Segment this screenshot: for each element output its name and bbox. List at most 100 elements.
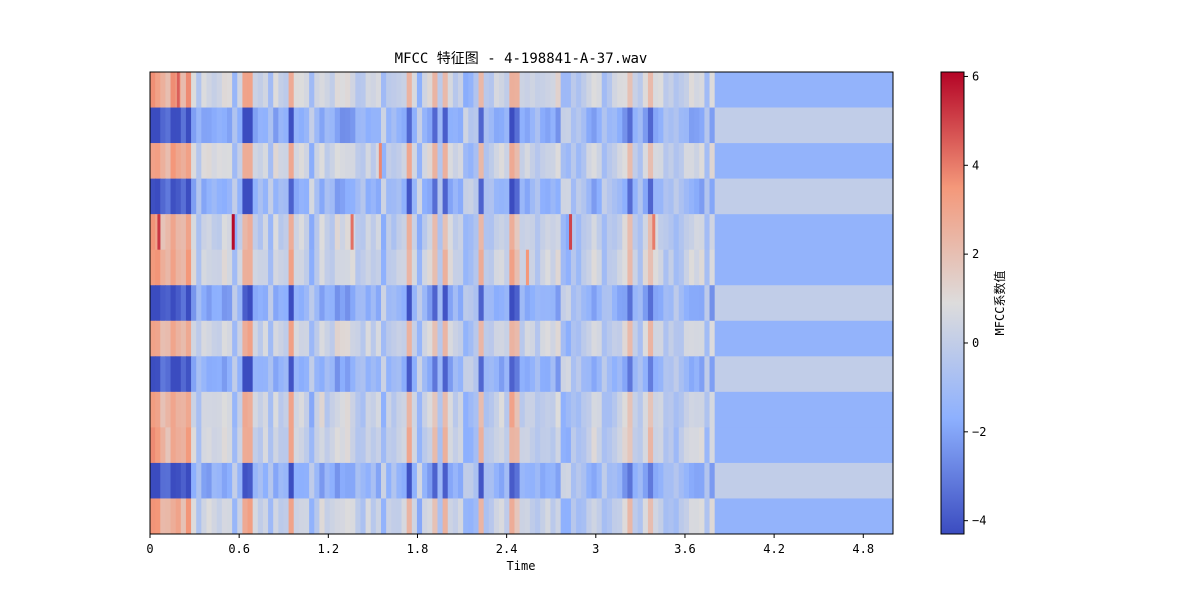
heatmap-cell [504,462,510,499]
heatmap-cell [647,320,654,357]
heatmap-cell [221,356,228,393]
heatmap-cell [606,107,613,144]
heatmap-cell [319,107,326,144]
heatmap-cell [191,214,197,250]
heatmap-cell [206,214,213,250]
heatmap-cell [493,214,500,250]
heatmap-cell [257,356,264,393]
heatmap-cell [206,285,213,322]
heatmap-cell [473,498,480,535]
heatmap-cell [191,320,197,357]
heatmap-cell [345,214,351,250]
heatmap-cell [242,249,249,286]
heatmap-cell [653,143,659,179]
heatmap-cell [540,214,546,250]
heatmap-cell [319,178,326,215]
heatmap-cell [576,214,582,250]
heatmap-cell [175,107,182,144]
hot-event-mark [652,214,656,250]
heatmap-cell [694,391,700,428]
heatmap-cell [550,391,557,428]
heatmap-cell [406,214,413,250]
heatmap-cell [416,427,423,464]
heatmap-cell [304,72,310,108]
heatmap-cell [581,498,587,535]
heatmap-cell [540,107,546,144]
heatmap-cell [514,462,521,499]
heatmap-cell [699,72,706,108]
heatmap-cell [247,143,254,179]
heatmap-cell [185,143,192,179]
heatmap-cell [647,498,654,535]
heatmap-cell [227,143,233,179]
heatmap-cell [427,391,433,428]
heatmap-cell [396,72,403,108]
heatmap-cell [545,462,552,499]
heatmap-cell [668,498,675,535]
heatmap-cell [196,320,202,357]
heatmap-cell [709,214,716,250]
heatmap-cell [596,427,603,464]
heatmap-cell [375,285,382,322]
heatmap-cell [678,391,685,428]
heatmap-cell [252,72,259,108]
heatmap-cell [427,285,433,322]
heatmap-cell [227,427,233,464]
heatmap-cell [273,356,279,393]
heatmap-cell [704,107,711,144]
heatmap-cell [581,391,587,428]
heatmap-cell [499,214,505,250]
heatmap-cell [514,356,521,393]
heatmap-cell [221,178,228,215]
heatmap-cell [257,320,264,357]
heatmap-cell [442,249,449,286]
heatmap-cell [570,143,577,179]
heatmap-cell [699,462,706,499]
heatmap-cell [550,143,557,179]
heatmap-cell [227,107,233,144]
heatmap-cell [478,391,485,428]
heatmap-cell [452,214,459,250]
heatmap-cell [514,498,521,535]
heatmap-cell [150,143,156,179]
heatmap-cell [160,285,167,322]
heatmap-cell [519,143,526,179]
heatmap-cell [678,214,685,250]
heatmap-cell [463,462,469,499]
heatmap-cell [699,498,706,535]
heatmap-cell [689,391,695,428]
heatmap-cell [201,143,208,179]
heatmap-cell [314,427,321,464]
heatmap-cell [709,391,716,428]
heatmap-cell [150,107,156,144]
heatmap-cell [242,356,249,393]
heatmap-cell [175,178,182,215]
heatmap-cell [447,462,454,499]
heatmap-cell [273,285,279,322]
heatmap-cell [535,427,541,464]
heatmap-cell [411,178,418,215]
heatmap-cell [468,178,475,215]
heatmap-cell [555,498,562,535]
heatmap-cell [452,320,459,357]
heatmap-cell [391,285,398,322]
heatmap-cell [535,391,541,428]
heatmap-cell [345,72,351,108]
heatmap-cell [319,320,326,357]
heatmap-cell [689,249,695,286]
heatmap-cell [524,498,531,535]
x-tick-label: 4.8 [852,542,874,556]
heatmap-cell [514,391,521,428]
heatmap-cell [309,427,315,464]
heatmap-cell [560,143,567,179]
heatmap-cell [535,285,541,322]
heatmap-cell [293,178,300,215]
heatmap-cell [694,214,700,250]
heatmap-cell [242,427,249,464]
heatmap-cell [185,356,192,393]
heatmap-cell [504,143,510,179]
heatmap-cell [370,462,377,499]
heatmap-cell [612,320,618,357]
heatmap-cell [165,143,172,179]
heatmap-cell [658,107,664,144]
